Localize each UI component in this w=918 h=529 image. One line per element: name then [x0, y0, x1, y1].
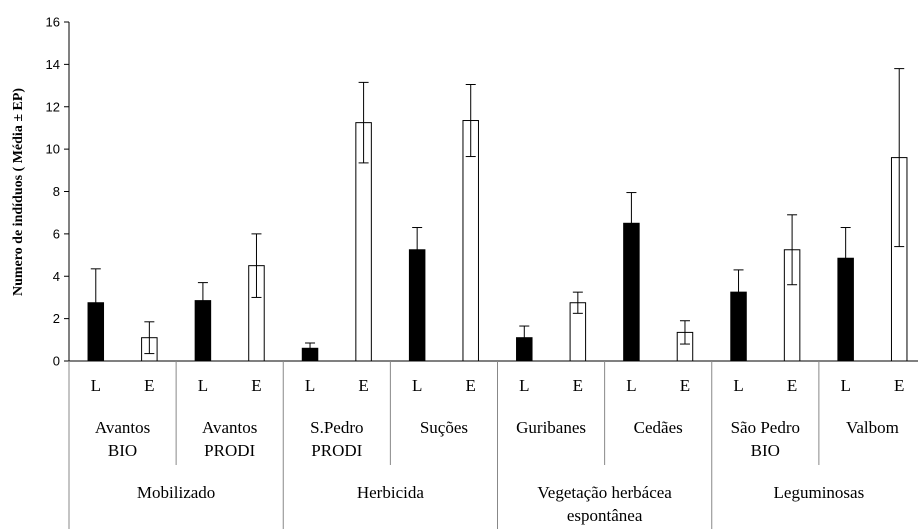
y-tick-label: 0	[53, 354, 60, 369]
bar-label: L	[626, 376, 636, 395]
y-tick-label: 14	[46, 57, 60, 72]
bar-label: L	[91, 376, 101, 395]
bar-label: E	[466, 376, 476, 395]
bar-label: E	[358, 376, 368, 395]
group-label: Herbicida	[357, 483, 424, 502]
bar-label: E	[573, 376, 583, 395]
bar-label: L	[412, 376, 422, 395]
bar-label: L	[840, 376, 850, 395]
bar-label: E	[251, 376, 261, 395]
group-label: Vegetação herbácea	[537, 483, 672, 502]
site-label: Valbom	[846, 418, 899, 437]
bar-label: L	[733, 376, 743, 395]
group-label: espontânea	[567, 506, 643, 525]
bar-label: E	[680, 376, 690, 395]
y-tick-label: 10	[46, 142, 60, 157]
y-tick-label: 4	[53, 269, 60, 284]
bars	[87, 68, 908, 362]
axes	[68, 22, 918, 529]
group-label: Mobilizado	[137, 483, 215, 502]
y-tick-label: 16	[46, 15, 60, 30]
bar-label: L	[519, 376, 529, 395]
group-label: Leguminosas	[774, 483, 865, 502]
bar-label: L	[305, 376, 315, 395]
x-axis-labels: L E Avantos BIO L E Avantos PRODI Mobilizado L E S.…	[91, 376, 905, 525]
site-label: Avantos	[202, 418, 257, 437]
site-label: São Pedro	[731, 418, 800, 437]
y-axis-label: Numero de indíduos ( Média ± EP)	[11, 88, 26, 296]
bar-label: E	[144, 376, 154, 395]
site-label: BIO	[108, 441, 137, 460]
bar-label: L	[198, 376, 208, 395]
y-tick-label: 12	[46, 99, 60, 114]
site-label: Suções	[420, 418, 468, 437]
y-axis-ticks: 0 2 4 6 8 10 12 14 16	[46, 15, 69, 369]
site-label: S.Pedro	[310, 418, 363, 437]
site-label: Avantos	[95, 418, 150, 437]
y-tick-label: 8	[53, 184, 60, 199]
site-label: Cedães	[634, 418, 683, 437]
bar-label: E	[787, 376, 797, 395]
site-label: BIO	[751, 441, 780, 460]
y-tick-label: 6	[53, 226, 60, 241]
site-label: Guribanes	[516, 418, 586, 437]
site-label: PRODI	[311, 441, 362, 460]
bar-label: E	[894, 376, 904, 395]
site-label: PRODI	[204, 441, 255, 460]
y-tick-label: 2	[53, 311, 60, 326]
